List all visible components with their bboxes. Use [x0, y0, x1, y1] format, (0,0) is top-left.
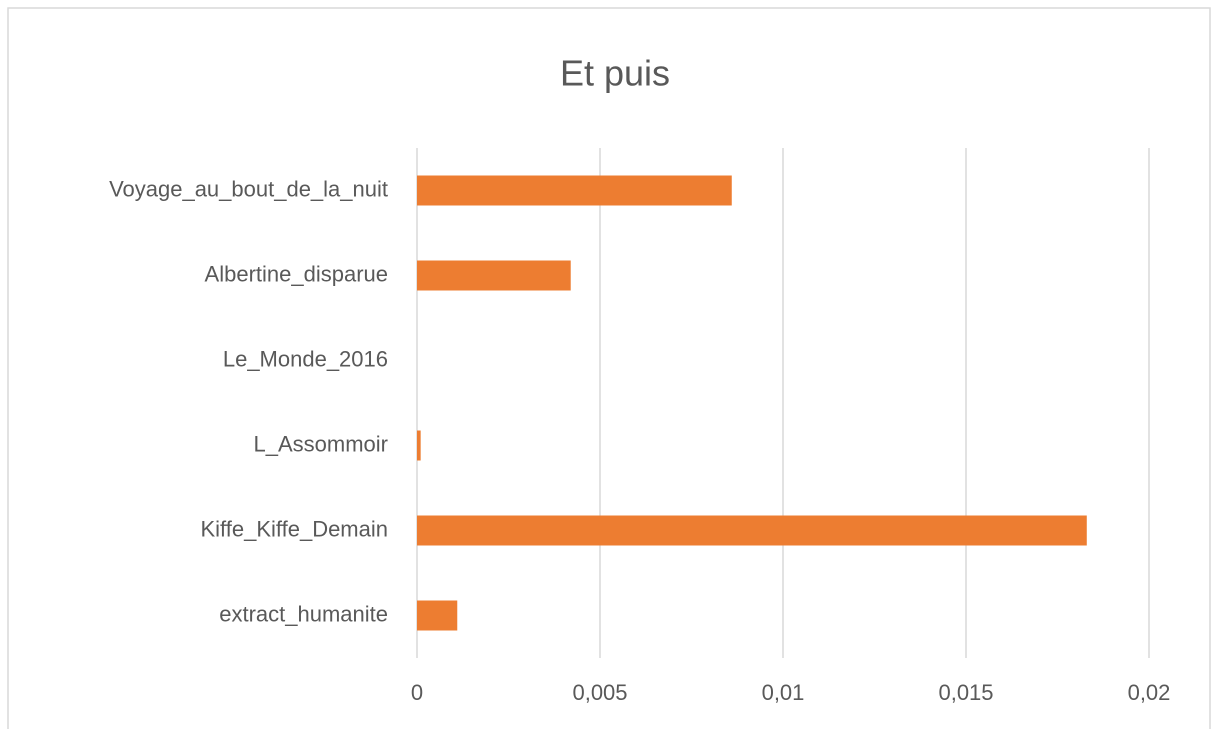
x-tick-label: 0,015	[938, 680, 993, 705]
y-tick-label: Voyage_au_bout_de_la_nuit	[109, 176, 388, 201]
x-tick-label: 0	[411, 680, 423, 705]
y-tick-label: L_Assommoir	[254, 431, 388, 456]
bar	[417, 515, 1087, 546]
y-tick-label: Albertine_disparue	[205, 261, 388, 286]
x-tick-label: 0,005	[572, 680, 627, 705]
bar	[417, 430, 421, 461]
bar	[417, 600, 458, 631]
chart-frame	[7, 7, 1211, 729]
y-tick-label: extract_humanite	[219, 601, 388, 626]
x-tick-label: 0,01	[762, 680, 805, 705]
y-tick-label: Kiffe_Kiffe_Demain	[200, 516, 388, 541]
chart-title: Et puis	[560, 53, 670, 94]
x-tick-label: 0,02	[1128, 680, 1171, 705]
bar	[417, 175, 732, 206]
y-tick-label: Le_Monde_2016	[223, 346, 388, 371]
bar	[417, 260, 571, 291]
